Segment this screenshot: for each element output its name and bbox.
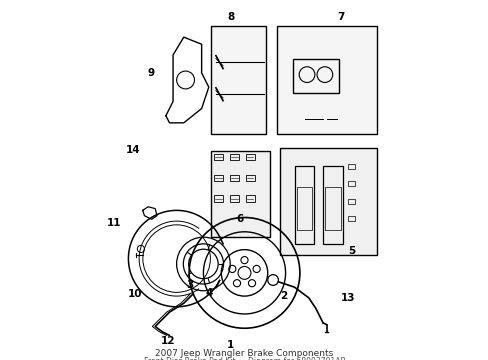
Bar [292, 59, 339, 93]
Bar [210, 152, 269, 237]
Bar [280, 148, 376, 255]
Bar [296, 187, 311, 230]
Text: 1: 1 [227, 340, 234, 350]
Text: 13: 13 [340, 293, 355, 303]
Text: 11: 11 [107, 218, 121, 228]
Bar [229, 175, 238, 181]
Text: 7: 7 [337, 13, 344, 22]
Bar [229, 195, 238, 202]
Text: 12: 12 [160, 337, 175, 346]
Bar [347, 199, 354, 203]
Bar [323, 166, 342, 244]
Bar [245, 195, 254, 202]
Text: 2007 Jeep Wrangler Brake Components: 2007 Jeep Wrangler Brake Components [155, 349, 333, 358]
Text: 5: 5 [347, 247, 355, 256]
Bar [294, 166, 313, 244]
Bar [347, 164, 354, 169]
Text: 9: 9 [147, 68, 154, 78]
Text: 6: 6 [236, 214, 243, 224]
Bar [214, 175, 223, 181]
Text: 8: 8 [227, 13, 234, 22]
Bar [347, 216, 354, 221]
Text: 2: 2 [280, 291, 287, 301]
Text: 3: 3 [186, 280, 193, 291]
Text: 4: 4 [204, 288, 212, 297]
Bar [245, 154, 254, 160]
Bar [214, 195, 223, 202]
Bar [214, 154, 223, 160]
Bar [276, 26, 376, 134]
Bar [210, 26, 265, 134]
Text: Front Disc Brake Pad Kit — Diagram for 68003701AB: Front Disc Brake Pad Kit — Diagram for 6… [143, 357, 345, 360]
Bar [347, 181, 354, 186]
Text: 10: 10 [127, 289, 142, 299]
Bar [229, 154, 238, 160]
Bar [245, 175, 254, 181]
Bar [325, 187, 340, 230]
Text: 14: 14 [125, 145, 140, 155]
